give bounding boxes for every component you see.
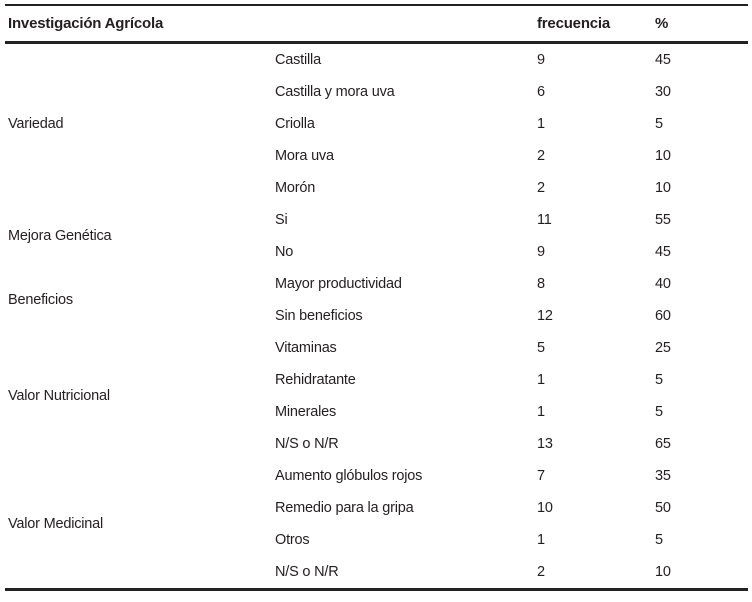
frequency-cell: 1 <box>537 532 545 548</box>
frequency-cell: 11 <box>537 212 552 228</box>
frequency-cell: 9 <box>537 52 545 68</box>
percent-cell: 45 <box>655 52 671 68</box>
frequency-cell: 1 <box>537 404 545 420</box>
item-cell: Rehidratante <box>275 372 356 388</box>
frequency-cell: 6 <box>537 84 545 100</box>
group-cell-variedad: Variedad <box>8 116 64 132</box>
percent-cell: 35 <box>655 468 671 484</box>
item-cell: Si <box>275 212 288 228</box>
table-row: N/S o N/R 13 65 <box>5 428 748 460</box>
item-cell: Criolla <box>275 116 315 132</box>
table-row: Mora uva 2 10 <box>5 140 748 172</box>
frequency-cell: 7 <box>537 468 545 484</box>
item-cell: N/S o N/R <box>275 436 339 452</box>
table-row: Minerales 1 5 <box>5 396 748 428</box>
item-cell: Mayor productividad <box>275 276 402 292</box>
table-row: N/S o N/R 2 10 <box>5 556 748 590</box>
column-header-frequency: frecuencia <box>537 5 655 44</box>
table-row: Sin beneficios 12 60 <box>5 300 748 332</box>
table-row: No 9 45 <box>5 236 748 268</box>
percent-cell: 5 <box>655 116 663 132</box>
item-cell: Otros <box>275 532 310 548</box>
table-row: Remedio para la gripa 10 50 <box>5 492 748 524</box>
percent-cell: 5 <box>655 372 663 388</box>
item-cell: No <box>275 244 294 260</box>
percent-cell: 45 <box>655 244 671 260</box>
item-cell: Morón <box>275 180 316 196</box>
table-row: Beneficios Mayor productividad 8 40 <box>5 268 748 308</box>
table-row: Valor Nutricional Vitaminas 5 25 <box>5 332 748 404</box>
percent-cell: 10 <box>655 180 671 196</box>
table-row: Mejora Genética Si 11 55 <box>5 204 748 244</box>
percent-cell: 25 <box>655 340 671 356</box>
item-cell: Mora uva <box>275 148 334 164</box>
frequency-cell: 10 <box>537 500 553 516</box>
percent-cell: 65 <box>655 436 671 452</box>
column-header-percent: % <box>655 5 748 44</box>
column-header-category: Investigación Agrícola <box>5 5 537 44</box>
item-cell: Vitaminas <box>275 340 337 356</box>
group-cell-valor-nutricional: Valor Nutricional <box>8 388 110 404</box>
frequency-cell: 12 <box>537 308 553 324</box>
item-cell: Sin beneficios <box>275 308 363 324</box>
table-row: Valor Medicinal Aumento glóbulos rojos 7… <box>5 460 748 532</box>
table-row: Rehidratante 1 5 <box>5 364 748 396</box>
table-row: Morón 2 10 <box>5 172 748 204</box>
frequency-cell: 13 <box>537 436 553 452</box>
percent-cell: 30 <box>655 84 671 100</box>
frequency-cell: 8 <box>537 276 545 292</box>
percent-cell: 50 <box>655 500 671 516</box>
table-row: Castilla y mora uva 6 30 <box>5 76 748 108</box>
item-cell: Aumento glóbulos rojos <box>275 468 423 484</box>
percent-cell: 10 <box>655 564 671 580</box>
table-row: Variedad Castilla 9 45 <box>5 43 748 132</box>
percent-cell: 60 <box>655 308 671 324</box>
item-cell: Remedio para la gripa <box>275 500 414 516</box>
table-row: Otros 1 5 <box>5 524 748 556</box>
percent-cell: 10 <box>655 148 671 164</box>
frequency-cell: 9 <box>537 244 545 260</box>
percent-cell: 5 <box>655 532 663 548</box>
frequency-cell: 5 <box>537 340 545 356</box>
header-row: Investigación Agrícola frecuencia % <box>5 5 748 44</box>
item-cell: Castilla <box>275 52 321 68</box>
group-cell-beneficios: Beneficios <box>8 292 73 308</box>
frequency-cell: 1 <box>537 116 545 132</box>
frequency-cell: 2 <box>537 564 545 580</box>
frequency-cell: 1 <box>537 372 545 388</box>
group-cell-mejora-genetica: Mejora Genética <box>8 228 112 244</box>
item-cell: Castilla y mora uva <box>275 84 395 100</box>
frequency-table: Investigación Agrícola frecuencia % Vari… <box>5 4 748 591</box>
group-cell-valor-medicinal: Valor Medicinal <box>8 516 104 532</box>
table-row: Criolla 1 5 <box>5 108 748 140</box>
frequency-cell: 2 <box>537 180 545 196</box>
percent-cell: 5 <box>655 404 663 420</box>
percent-cell: 55 <box>655 212 671 228</box>
item-cell: N/S o N/R <box>275 564 339 580</box>
item-cell: Minerales <box>275 404 337 420</box>
percent-cell: 40 <box>655 276 671 292</box>
frequency-cell: 2 <box>537 148 545 164</box>
